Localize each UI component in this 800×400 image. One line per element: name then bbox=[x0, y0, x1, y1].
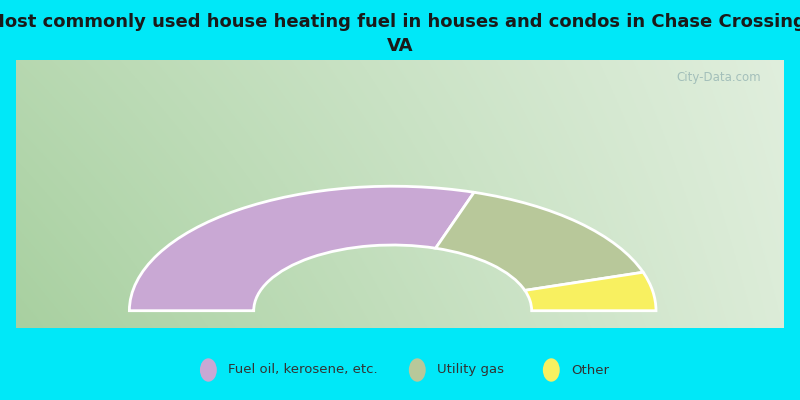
Ellipse shape bbox=[409, 358, 426, 382]
Wedge shape bbox=[525, 272, 656, 311]
Text: Most commonly used house heating fuel in houses and condos in Chase Crossing,
VA: Most commonly used house heating fuel in… bbox=[0, 13, 800, 55]
Text: Other: Other bbox=[571, 364, 610, 376]
Wedge shape bbox=[130, 186, 474, 311]
Text: City-Data.com: City-Data.com bbox=[676, 71, 761, 84]
Ellipse shape bbox=[200, 358, 217, 382]
Ellipse shape bbox=[543, 358, 560, 382]
Text: Utility gas: Utility gas bbox=[438, 364, 504, 376]
Wedge shape bbox=[436, 192, 643, 290]
Text: Fuel oil, kerosene, etc.: Fuel oil, kerosene, etc. bbox=[228, 364, 378, 376]
